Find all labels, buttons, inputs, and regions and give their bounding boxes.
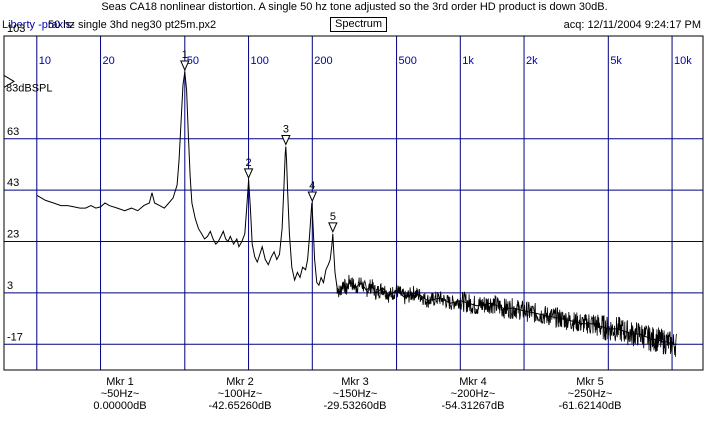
y-tick-label: -17 [7,331,23,343]
x-tick-label: 50 [187,55,199,67]
marker-readout-freq: ~100Hz~ [217,388,263,400]
spectrum-trace [36,71,677,345]
marker-readout-value: 0.00000dB [93,400,147,412]
x-tick-label: 200 [314,55,332,67]
y-tick-label: 63 [7,126,19,138]
marker-readout: Mkr 1 ~50Hz~ 0.00000dB [65,376,175,412]
marker-readout: Mkr 2 ~100Hz~ -42.65260dB [185,376,295,412]
marker-readout-value: -42.65260dB [208,400,272,412]
marker-readout-value: -54.31267dB [441,400,505,412]
y-tick-label: 43 [7,177,19,189]
marker-readout-name: Mkr 1 [106,376,134,388]
y-tick-label: 23 [7,229,19,241]
marker-readout-value: -61.62140dB [558,400,622,412]
spectrum-trace-layer [36,71,677,357]
marker-triangle [243,168,254,180]
marker-readout: Mkr 3 ~150Hz~ -29.53260dB [300,376,410,412]
marker-triangle [328,222,338,234]
y-tick-label: 103 [7,23,25,35]
marker-readout-name: Mkr 5 [576,376,604,388]
marker-label: 3 [283,123,289,135]
spectrum-noise-floor [336,274,677,357]
harmonic-markers: 1 2 3 4 5 [180,49,338,234]
x-tick-label: 500 [399,55,417,67]
plot-frame [3,35,704,371]
file-label: 50 hz single 3hd neg30 pt25m.px2 [48,19,217,31]
x-tick-label: 5k [610,55,622,67]
x-tick-label: 1k [462,55,474,67]
marker-readout: Mkr 5 ~250Hz~ -61.62140dB [535,376,645,412]
marker-readout-name: Mkr 2 [226,376,254,388]
x-tick-label: 20 [103,55,115,67]
x-tick-label: 2k [526,55,538,67]
x-tick-label: 10 [39,55,51,67]
marker-readout-freq: ~50Hz~ [100,388,140,400]
acquisition-timestamp: acq: 12/11/2004 9:24:17 PM [563,19,701,31]
x-tick-label: 10k [674,55,692,67]
app-label: Liberty -praxis- [2,19,75,31]
marker-readout: Mkr 4 ~200Hz~ -54.31267dB [418,376,528,412]
y-unit-label: 83dBSPL [6,82,52,94]
x-tick-label: 100 [251,55,269,67]
marker-readout-table: Mkr 1 ~50Hz~ 0.00000dB Mkr 2 ~100Hz~ -42.6526… [0,376,709,424]
chart-title: Seas CA18 nonlinear distortion. A single… [101,1,608,13]
marker-label: 2 [246,157,252,169]
marker-triangle [281,134,291,146]
marker-label: 5 [330,211,336,223]
y-tick-label: 3 [7,280,13,292]
marker-readout-freq: ~250Hz~ [567,388,613,400]
reference-level-marker [3,74,15,88]
marker-readout-value: -29.53260dB [323,400,387,412]
mode-button[interactable]: Spectrum [330,17,388,32]
marker-readout-freq: ~150Hz~ [332,388,378,400]
marker-label: 1 [182,49,188,61]
marker-readout-freq: ~200Hz~ [450,388,496,400]
marker-triangle [180,60,190,72]
marker-triangle [307,191,318,203]
marker-label: 4 [309,180,315,192]
axis-ticks: 10 20 50 100 200 500 1k 2k 5k 10k1036343233-1783d… [3,23,692,343]
marker-readout-name: Mkr 3 [341,376,369,388]
marker-readout-name: Mkr 4 [459,376,487,388]
